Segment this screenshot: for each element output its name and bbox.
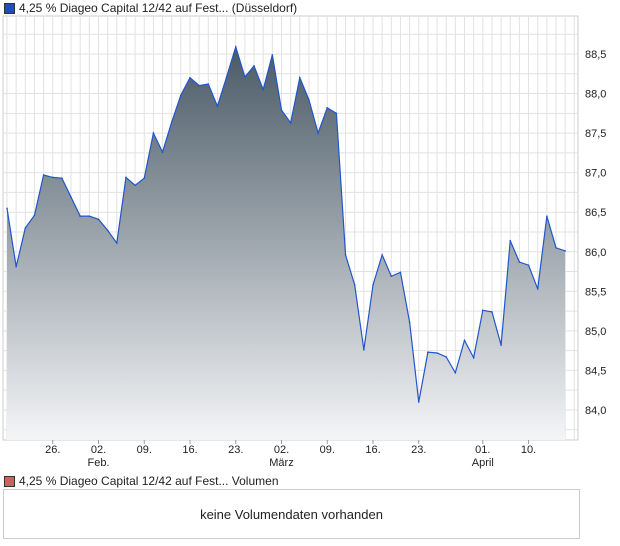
data-point — [216, 105, 219, 108]
y-tick-label: 85,0 — [585, 326, 606, 338]
data-point — [518, 261, 521, 263]
data-point — [454, 371, 457, 374]
data-point — [189, 76, 191, 79]
y-tick-label: 86,5 — [585, 207, 606, 219]
data-point — [344, 254, 347, 256]
y-tick-label: 88,0 — [585, 89, 606, 101]
data-point — [24, 227, 27, 229]
data-point — [381, 254, 383, 256]
data-point — [491, 311, 493, 313]
data-point — [42, 174, 45, 176]
price-legend: 4,25 % Diageo Capital 12/42 auf Fest... … — [4, 1, 297, 15]
x-tick-label: 23. — [411, 444, 426, 456]
data-point — [536, 288, 539, 290]
data-point — [97, 218, 100, 221]
data-point — [253, 65, 255, 67]
y-tick-label: 84,5 — [585, 365, 606, 377]
data-point — [15, 265, 17, 268]
data-point — [564, 250, 566, 252]
data-point — [180, 94, 182, 96]
data-point — [51, 176, 54, 179]
data-point — [33, 214, 36, 217]
data-point — [436, 352, 438, 354]
data-point — [463, 339, 466, 342]
y-tick-label: 86,0 — [585, 247, 606, 259]
data-point — [61, 177, 63, 179]
x-month-label: März — [269, 457, 293, 469]
data-point — [125, 176, 127, 179]
price-chart: 84,0 84,5 85,0 85,5 86,0 86,5 87,0 87,5 88,0 88,5… — [2, 15, 606, 469]
data-point — [472, 356, 475, 359]
data-point — [79, 215, 81, 217]
x-tick-label: 10. — [521, 444, 536, 456]
y-tick-label: 87,5 — [585, 128, 606, 140]
data-point — [408, 321, 411, 323]
data-point — [161, 151, 164, 153]
data-point — [106, 229, 109, 232]
y-tick-label: 88,5 — [585, 49, 606, 61]
data-point — [335, 112, 338, 115]
x-tick-label: 09. — [320, 444, 335, 456]
data-point — [88, 215, 91, 217]
data-point — [326, 106, 329, 109]
data-point — [546, 215, 548, 217]
data-point — [399, 271, 402, 274]
price-area — [7, 46, 566, 440]
x-tick-label: 23. — [228, 444, 243, 456]
data-point — [299, 76, 301, 79]
x-month-label: April — [472, 457, 494, 469]
data-point — [527, 264, 530, 266]
data-point — [234, 46, 237, 48]
price-legend-label: 4,25 % Diageo Capital 12/42 auf Fest... … — [19, 1, 298, 15]
y-tick-label: 84,0 — [585, 405, 606, 417]
volume-legend-label: 4,25 % Diageo Capital 12/42 auf Fest... … — [19, 474, 279, 488]
data-point — [207, 83, 210, 85]
data-point — [308, 99, 310, 101]
volume-legend: 4,25 % Diageo Capital 12/42 auf Fest... … — [4, 474, 279, 488]
data-point — [500, 344, 502, 346]
price-legend-swatch — [4, 2, 15, 14]
data-point — [482, 309, 484, 312]
data-point — [225, 76, 228, 78]
data-point — [445, 356, 448, 358]
data-point — [134, 184, 136, 187]
data-point — [363, 349, 365, 351]
x-tick-label: 02. — [91, 444, 106, 456]
data-point — [417, 401, 420, 403]
x-tick-label: 09. — [137, 444, 152, 456]
data-point — [143, 177, 146, 179]
x-month-label: Feb. — [87, 457, 109, 469]
data-point — [390, 275, 393, 278]
x-tick-label: 16. — [182, 444, 197, 456]
data-point — [353, 284, 356, 286]
data-point — [280, 109, 283, 111]
volume-legend-swatch — [4, 475, 15, 487]
data-point — [317, 132, 319, 134]
price-line — [6, 44, 566, 403]
data-point — [555, 246, 557, 249]
data-point — [152, 132, 155, 134]
x-tick-label: 16. — [365, 444, 380, 456]
data-point — [509, 239, 512, 242]
data-point — [271, 53, 274, 56]
y-tick-label: 87,0 — [585, 168, 606, 180]
x-tick-label: 26. — [45, 444, 60, 456]
data-point — [6, 207, 8, 210]
y-tick-label: 85,5 — [585, 286, 606, 298]
x-tick-label: 01. — [475, 444, 490, 456]
data-point — [170, 121, 173, 123]
x-tick-label: 02. — [274, 444, 289, 456]
data-point — [427, 351, 429, 354]
data-point — [372, 284, 374, 286]
data-point — [244, 76, 246, 78]
data-point — [262, 88, 265, 91]
data-point — [116, 242, 118, 244]
volume-panel: keine Volumendaten vorhanden — [3, 489, 580, 539]
data-point — [198, 84, 200, 87]
no-volume-message: keine Volumendaten vorhanden — [200, 506, 383, 522]
data-point — [70, 196, 72, 198]
data-point — [289, 122, 292, 124]
